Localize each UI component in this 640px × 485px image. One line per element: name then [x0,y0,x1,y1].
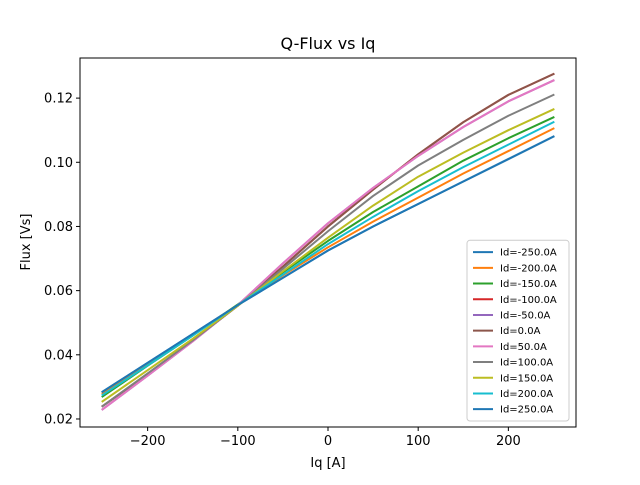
legend-label-9: Id=200.0A [500,389,553,400]
legend: Id=-250.0A Id=-200.0A Id=-150.0A Id=-100.0A… [466,239,570,422]
y-axis-ticks: 0.02 0.04 0.06 0.08 0.10 0.12 [44,92,80,427]
y-tick-label: 0.08 [44,220,73,235]
legend-label-8: Id=150.0A [500,373,553,384]
series-line-6 [101,79,555,411]
y-tick-label: 0.06 [44,284,73,299]
series-layer [101,72,555,411]
x-tick-label: 0 [324,434,332,449]
series-line-9 [101,120,555,397]
legend-label-2: Id=-150.0A [500,279,557,290]
series-line-7 [101,93,555,408]
legend-label-0: Id=-250.0A [500,248,557,259]
x-axis-ticks: −200 −100 0 100 200 [130,427,521,449]
y-tick-label: 0.04 [44,348,73,363]
chart-title: Q-Flux vs Iq [281,34,376,53]
x-tick-label: −200 [130,434,166,449]
legend-label-4: Id=-50.0A [500,310,551,321]
legend-label-5: Id=0.0A [500,326,541,337]
y-tick-label: 0.02 [44,412,73,427]
x-tick-label: 100 [406,434,431,449]
series-line-8 [101,108,555,403]
x-axis-label: Iq [A] [310,456,345,471]
legend-label-6: Id=50.0A [500,342,547,353]
series-line-10 [101,135,555,394]
legend-label-10: Id=250.0A [500,405,553,416]
y-tick-label: 0.10 [44,156,73,171]
y-axis-label: Flux [Vs] [19,214,34,271]
legend-label-1: Id=-200.0A [500,263,557,274]
legend-label-3: Id=-100.0A [500,295,557,306]
legend-box [466,239,570,422]
x-tick-label: −100 [220,434,256,449]
legend-label-7: Id=100.0A [500,358,553,369]
x-tick-label: 200 [496,434,521,449]
y-tick-label: 0.12 [44,92,73,107]
